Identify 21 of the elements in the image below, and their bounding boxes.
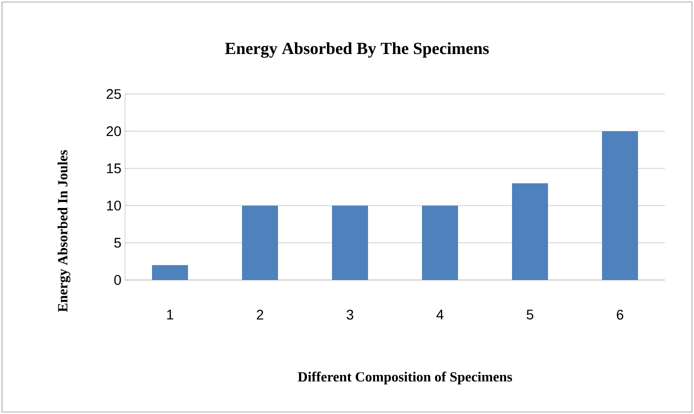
bar (602, 131, 638, 280)
x-tick-label: 4 (436, 310, 444, 320)
y-tick-label: 25 (106, 89, 121, 99)
y-axis-title: Energy Absorbed In Joules (58, 150, 70, 312)
y-tick-label: 20 (106, 126, 121, 136)
y-tick-label: 5 (114, 238, 121, 248)
x-tick-label: 3 (346, 310, 354, 320)
x-tick-label: 2 (256, 310, 264, 320)
bar (422, 206, 458, 280)
x-tick-label: 5 (526, 310, 534, 320)
y-tick-label: 10 (107, 200, 121, 211)
y-tick-label: 15 (107, 164, 121, 174)
x-axis-title: Different Composition of Specimens (298, 372, 512, 384)
bar (512, 183, 548, 280)
x-tick-label: 1 (167, 310, 174, 320)
bar (332, 206, 368, 280)
x-tick-label: 6 (616, 310, 624, 320)
bar (242, 206, 278, 280)
y-tick-label: 0 (114, 275, 121, 285)
bar (152, 265, 188, 280)
chart-title: Energy Absorbed By The Specimens (225, 42, 489, 58)
